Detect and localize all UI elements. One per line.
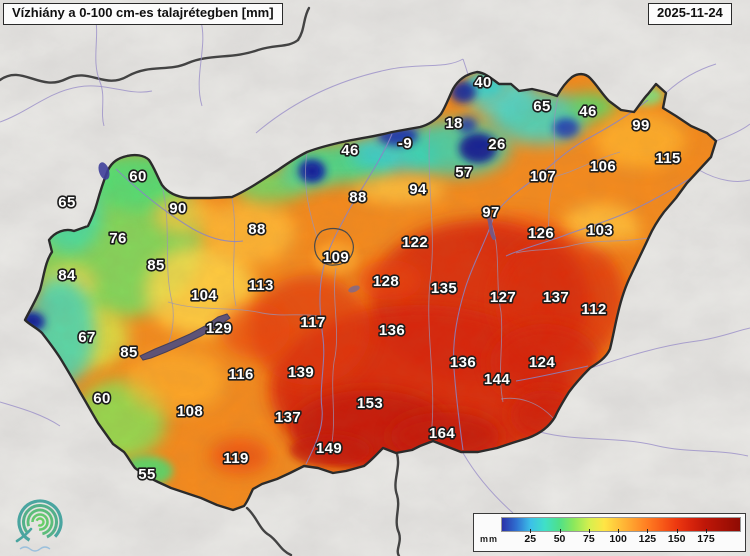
- hungary-border: [23, 70, 718, 512]
- map-value-label: 135: [431, 280, 457, 297]
- county-borders: [161, 97, 649, 449]
- legend-ticks: 25 50 75 100 125 150 175: [501, 529, 741, 548]
- map-value-label: 164: [429, 425, 455, 442]
- map-value-label: 115: [655, 150, 680, 167]
- map-value-label: 112: [581, 301, 606, 318]
- map-value-label: 136: [379, 322, 405, 339]
- map-value-label: 144: [484, 371, 510, 388]
- map-value-label: 46: [579, 103, 597, 120]
- map-value-label: 106: [590, 158, 616, 175]
- lake-ferto: [98, 162, 110, 180]
- map-value-label: 107: [530, 168, 556, 185]
- map-value-label: 117: [300, 314, 325, 331]
- legend-tick-mark: [559, 529, 561, 533]
- legend: mm 25 50 75 100 125 150 175: [473, 513, 746, 552]
- map-value-label: 60: [93, 390, 111, 407]
- map-value-label: 139: [288, 364, 314, 381]
- map-value-label: 94: [409, 181, 427, 198]
- legend-tick-mark: [530, 529, 532, 533]
- map-value-label: 124: [529, 354, 555, 371]
- map-value-label: 84: [58, 267, 76, 284]
- map-value-label: 60: [129, 168, 147, 185]
- map-value-label: 113: [248, 277, 273, 294]
- map-value-label: 149: [316, 440, 342, 457]
- map-value-label: -9: [398, 135, 412, 152]
- legend-tick-label: 125: [638, 533, 657, 545]
- map-value-label: 40: [474, 74, 492, 91]
- map-value-label: 153: [357, 395, 383, 412]
- legend-tick-label: 150: [667, 533, 686, 545]
- map-value-labels: 40 65 46 99 18 -9 26 46 115 106 57 107 60 94 88 65 90 97 8…: [57, 72, 682, 484]
- outside-borders-rivers: [0, 6, 750, 556]
- map-title-text: Vízhiány a 0-100 cm-es talajrétegben [mm…: [12, 5, 274, 20]
- map-value-label: 65: [58, 194, 76, 211]
- map-date-text: 2025-11-24: [657, 5, 723, 20]
- legend-tick-mark: [647, 529, 649, 533]
- legend-tick-mark: [588, 529, 590, 533]
- lake-velence: [348, 285, 360, 293]
- map-value-label: 26: [488, 136, 506, 153]
- legend-tick-mark: [705, 529, 707, 533]
- map-value-label: 137: [275, 409, 301, 426]
- legend-unit-label: mm: [480, 534, 499, 544]
- map-value-label: 76: [109, 230, 127, 247]
- map-value-label: 116: [228, 366, 253, 383]
- legend-tick-label: 50: [553, 533, 566, 545]
- map-value-label: 126: [528, 225, 554, 242]
- map-value-label: 136: [450, 354, 476, 371]
- danube-river: [305, 133, 393, 465]
- map-value-label: 122: [402, 234, 428, 251]
- map-value-label: 103: [587, 222, 613, 239]
- map-value-label: 18: [445, 115, 463, 132]
- map-value-label: 128: [373, 273, 399, 290]
- map-date: 2025-11-24: [648, 3, 732, 25]
- map-value-label: 109: [323, 249, 349, 266]
- map-value-label: 88: [248, 221, 266, 238]
- legend-gradient-bar: [501, 517, 741, 532]
- lakes: [98, 162, 496, 361]
- map-value-label: 104: [191, 287, 217, 304]
- map-value-label: 129: [206, 320, 232, 337]
- map-value-label: 127: [490, 289, 516, 306]
- legend-tick-mark: [676, 529, 678, 533]
- map-value-label: 85: [147, 257, 165, 274]
- legend-tick-mark: [618, 529, 620, 533]
- map-value-label: 99: [632, 117, 650, 134]
- map-value-label: 46: [341, 142, 359, 159]
- hungaromet-logo: [15, 499, 63, 552]
- lake-balaton: [139, 313, 231, 361]
- map-value-label: 97: [482, 204, 500, 221]
- legend-tick-label: 175: [697, 533, 715, 545]
- map-value-label: 108: [177, 403, 203, 420]
- legend-tick-label: 100: [609, 533, 627, 545]
- map-value-label: 119: [223, 450, 248, 467]
- map-value-label: 85: [120, 344, 138, 361]
- map-value-label: 65: [533, 98, 551, 115]
- map-value-label: 55: [138, 466, 156, 483]
- map-title: Vízhiány a 0-100 cm-es talajrétegben [mm…: [3, 3, 283, 25]
- map-value-label: 137: [543, 289, 569, 306]
- lake-tisza: [485, 212, 496, 240]
- map-value-label: 57: [455, 164, 473, 181]
- legend-tick-label: 75: [582, 533, 595, 545]
- map-value-label: 67: [78, 329, 96, 346]
- legend-tick-label: 25: [524, 533, 537, 545]
- map-value-label: 90: [169, 200, 187, 217]
- budapest-outline: [314, 227, 354, 266]
- map-value-label: 88: [349, 189, 367, 206]
